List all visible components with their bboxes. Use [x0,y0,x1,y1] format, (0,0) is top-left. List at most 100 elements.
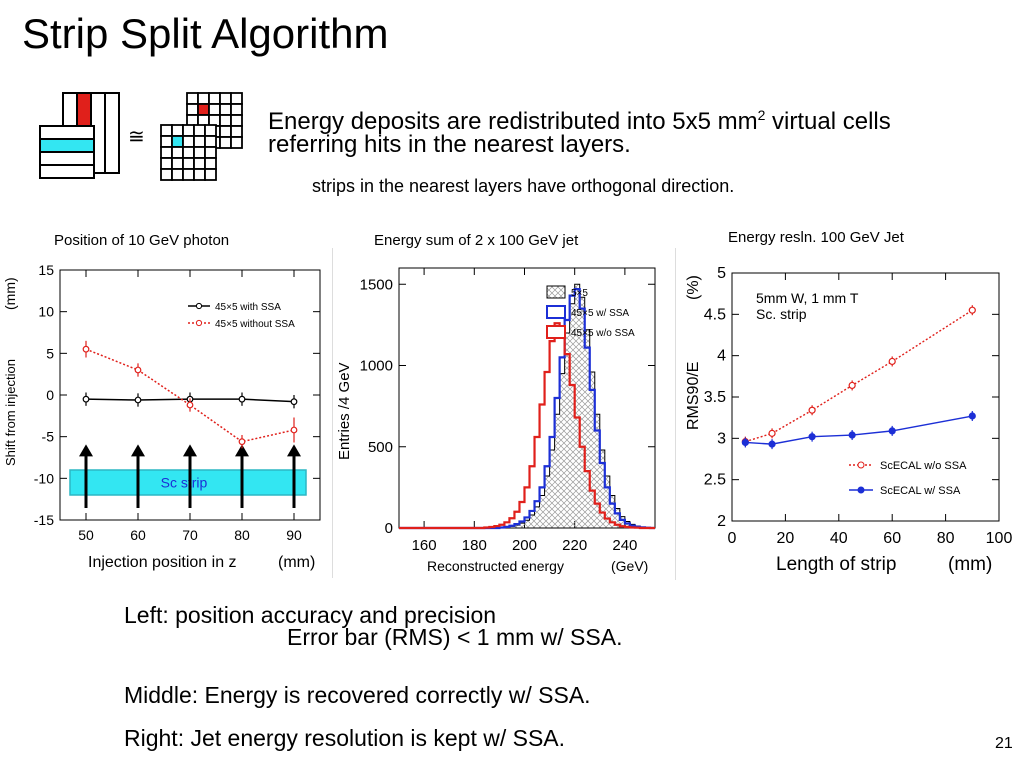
y-axis-unit: (mm) [2,277,18,310]
legend-marker [195,319,203,327]
page-number: 21 [995,735,1013,752]
virtual-cell [204,135,217,148]
virtual-cell [208,103,221,116]
hist-without-ssa [399,322,655,530]
y-tick-label: 2 [717,513,726,530]
x-tick-label: 70 [182,527,198,543]
y-tick-label: -15 [34,512,54,528]
virtual-cell [230,114,243,127]
data-point [82,345,90,353]
energy-sum-chart-panel: 160 180 200 220 240 0 500 1000 1500 5×5 45×5 w/ SS… [332,248,671,578]
note-right: Right: Jet energy resolution is kept w/ … [124,725,566,751]
data-point [134,366,142,374]
sc-strip-label: Sc strip [161,475,208,491]
x-tick-label: 90 [286,527,302,543]
y-tick-label: 500 [368,439,393,456]
energy-deposit-text: Energy deposits are redistributed into 5… [268,107,891,136]
x-tick-label: 60 [883,530,901,547]
virtual-cell [230,103,243,116]
middle-chart-title: Energy sum of 2 x 100 GeV jet [374,232,579,249]
virtual-cell [171,135,184,148]
virtual-cell [171,146,184,159]
data-point [741,438,749,447]
virtual-cell [182,157,195,170]
y-tick-label: 0 [385,520,393,537]
data-point [238,438,246,446]
virtual-cell [182,135,195,148]
virtual-cell [193,157,206,170]
legend-label: ScECAL w/ SSA [880,485,961,497]
virtual-cell [230,136,243,149]
x-tick-label: 40 [830,530,848,547]
virtual-cell [208,92,221,105]
strip-annotation-line1: 5mm W, 1 mm T [756,290,859,306]
x-tick-label: 200 [512,537,537,554]
virtual-cell [219,114,232,127]
data-point [968,306,976,314]
virtual-cell [193,146,206,159]
x-axis-label: Reconstructed energy [427,558,564,574]
x-tick-label: 240 [612,537,637,554]
virtual-cell [204,146,217,159]
y-tick-label: 10 [38,304,54,320]
virtual-cell [193,135,206,148]
virtual-cells-bottom [160,124,217,181]
plot-frame [398,267,656,529]
note-left: Left: position accuracy and precision [124,602,497,628]
hist-5x5 [399,283,655,529]
virtual-cell [197,92,210,105]
x-tick-label: 0 [728,530,737,547]
x-axis-unit: (GeV) [611,558,648,574]
virtual-cell [182,146,195,159]
virtual-cell [182,168,195,181]
legend-label: ScECAL w/o SSA [880,460,967,472]
virtual-cell [186,92,199,105]
virtual-cell [204,124,217,137]
x-tick-label: 60 [130,527,146,543]
legend-swatch [546,325,566,339]
legend-swatch [546,305,566,319]
virtual-cell [160,146,173,159]
y-tick-label: 3.5 [704,389,726,406]
approx-symbol: ≅ [128,126,145,148]
y-tick-label: 0 [46,387,54,403]
left-chart-title: Position of 10 GeV photon [54,232,230,249]
y-axis-label: RMS90/E [685,362,702,430]
x-tick-label: 100 [986,530,1013,547]
x-tick-label: 160 [412,537,437,554]
data-point [768,440,776,448]
virtual-cell [171,124,184,137]
sc-strip-band [69,469,307,496]
virtual-cell [197,103,210,116]
x-tick-label: 80 [234,527,250,543]
strips-direction-note: strips in the nearest layers have orthog… [312,176,735,196]
y-axis-label: Entries /4 GeV [336,362,353,460]
data-point [238,395,246,403]
series-line [85,348,295,443]
x-axis-unit: (mm) [948,554,992,575]
data-point [186,401,194,409]
legend-label: 45×5 without SSA [215,319,295,330]
series-line [745,415,973,445]
legend-swatch [546,285,566,299]
y-tick-label: 3 [717,430,726,447]
virtual-cell [219,136,232,149]
y-tick-label: -5 [42,429,55,445]
x-tick-label: 20 [777,530,795,547]
energy-sum-chart: 160 180 200 220 240 0 500 1000 1500 5×5 45×5 w/ SS… [336,267,656,574]
slide-title: Strip Split Algorithm [22,10,389,57]
y-tick-label: 5 [46,345,54,361]
data-point [290,398,298,406]
injection-arrowhead [131,444,145,457]
y-tick-label: 1500 [360,276,393,293]
note-error-bar: Error bar (RMS) < 1 mm w/ SSA. [287,624,623,650]
hist-with-ssa [399,288,655,530]
data-point [888,427,896,435]
injection-arrowhead [287,444,301,457]
injection-arrowhead [79,444,93,457]
x-tick-label: 80 [937,530,955,547]
virtual-cell [230,125,243,138]
legend-marker [857,461,865,469]
y-tick-label: 15 [38,262,54,278]
